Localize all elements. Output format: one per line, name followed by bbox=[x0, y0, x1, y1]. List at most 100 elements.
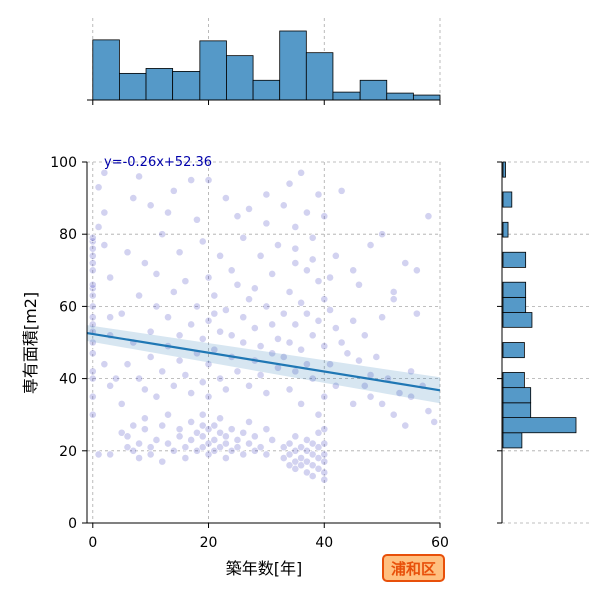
scatter-point bbox=[187, 320, 196, 329]
x-tick-label: 40 bbox=[315, 535, 333, 551]
scatter-point bbox=[227, 425, 236, 434]
scatter-point bbox=[210, 291, 219, 300]
scatter-point bbox=[407, 367, 415, 376]
scatter-point bbox=[297, 298, 306, 307]
scatter-point bbox=[303, 208, 311, 217]
x-tick-label: 60 bbox=[431, 535, 449, 551]
scatter-point bbox=[256, 251, 265, 260]
scatter-point bbox=[88, 349, 97, 358]
scatter-point bbox=[303, 266, 311, 275]
scatter-point bbox=[366, 392, 375, 401]
scatter-point bbox=[360, 331, 369, 340]
top-histogram-bar bbox=[412, 94, 441, 101]
top-histogram-bar bbox=[279, 30, 307, 101]
scatter-point bbox=[198, 334, 207, 343]
scatter-point bbox=[250, 284, 259, 293]
scatter-point bbox=[227, 331, 236, 340]
scatter-point bbox=[285, 461, 294, 470]
right-histogram-bar bbox=[502, 251, 527, 268]
scatter-point bbox=[256, 342, 265, 351]
scatter-point bbox=[221, 439, 230, 448]
scatter-point bbox=[297, 399, 306, 408]
scatter-point bbox=[169, 186, 178, 195]
scatter-point bbox=[216, 374, 224, 383]
scatter-point bbox=[360, 381, 369, 390]
scatter-point bbox=[320, 425, 329, 434]
y-tick-label: 20 bbox=[59, 444, 77, 460]
scatter-point bbox=[314, 316, 323, 325]
scatter-point bbox=[129, 194, 138, 202]
y-tick-label: 0 bbox=[68, 516, 77, 532]
scatter-point bbox=[123, 248, 132, 257]
scatter-point bbox=[140, 259, 149, 267]
district-badge: 浦和区 bbox=[382, 554, 445, 582]
scatter-point bbox=[198, 410, 207, 419]
top-histogram-bar bbox=[119, 72, 147, 101]
scatter-point bbox=[320, 475, 329, 484]
scatter-point bbox=[135, 374, 143, 383]
y-tick-label: 60 bbox=[59, 299, 77, 315]
scatter-point bbox=[152, 392, 161, 401]
scatter-point bbox=[175, 356, 184, 365]
scatter-point bbox=[181, 443, 190, 452]
scatter-point bbox=[279, 201, 288, 210]
scatter-point bbox=[331, 381, 340, 390]
scatter-point bbox=[424, 212, 433, 221]
scatter-point bbox=[175, 248, 184, 257]
scatter-point bbox=[88, 313, 97, 322]
scatter-point bbox=[181, 454, 190, 462]
scatter-point bbox=[216, 428, 224, 437]
scatter-point bbox=[401, 259, 410, 267]
scatter-point bbox=[285, 179, 294, 188]
right-histogram-bar bbox=[502, 402, 532, 418]
scatter-point bbox=[326, 273, 334, 282]
scatter-point bbox=[210, 421, 219, 430]
axis-text: 築年数[年] 専有面積[m2] y=-0.26x+52.36 0 20 40 60 0 2… bbox=[21, 155, 449, 578]
right-histogram-bar bbox=[502, 221, 509, 238]
scatter-point bbox=[117, 428, 126, 437]
district-badge-box bbox=[382, 554, 445, 582]
regression-ci-area bbox=[87, 325, 440, 404]
scatter-point bbox=[88, 266, 97, 275]
scatter-point bbox=[193, 302, 201, 311]
scatter-point bbox=[146, 201, 155, 210]
x-tick-label: 20 bbox=[200, 535, 218, 551]
scatter-point bbox=[314, 410, 323, 419]
scatter-point bbox=[274, 241, 282, 249]
scatter-point bbox=[291, 223, 300, 231]
scatter-point bbox=[308, 374, 317, 383]
regression-equation-label: y=-0.26x+52.36 bbox=[104, 155, 212, 170]
scatter-point bbox=[158, 230, 167, 239]
scatter-point bbox=[378, 313, 387, 322]
scatter-point bbox=[303, 468, 311, 477]
scatter-point bbox=[331, 251, 340, 260]
right-histogram-bar bbox=[502, 342, 525, 359]
y-axis-label: 専有面積[m2] bbox=[21, 292, 40, 394]
scatter-point bbox=[355, 280, 363, 289]
scatter-point bbox=[412, 309, 421, 318]
scatter-point bbox=[88, 244, 97, 253]
scatter-point bbox=[274, 334, 282, 343]
scatter-point bbox=[366, 241, 375, 249]
top-histogram-bar bbox=[305, 52, 334, 101]
scatter-point bbox=[88, 233, 97, 242]
scatter-point bbox=[262, 219, 271, 228]
right-histogram-bar bbox=[502, 417, 577, 434]
scatter-point bbox=[279, 454, 288, 462]
scatter-point bbox=[100, 360, 109, 369]
scatter-point bbox=[285, 439, 294, 448]
scatter-point bbox=[135, 172, 143, 181]
y-tick-label: 80 bbox=[59, 227, 77, 243]
scatter-point bbox=[314, 443, 323, 452]
right-histogram-bar bbox=[502, 296, 527, 313]
scatter-point bbox=[187, 436, 196, 444]
scatter-point bbox=[100, 168, 109, 177]
scatter-point bbox=[291, 259, 300, 267]
scatter-point bbox=[308, 461, 317, 470]
scatter-point bbox=[268, 270, 277, 278]
scatter-point bbox=[204, 273, 213, 282]
scatter-point bbox=[320, 468, 329, 477]
scatter-point bbox=[262, 425, 271, 434]
scatter-point bbox=[198, 237, 207, 246]
